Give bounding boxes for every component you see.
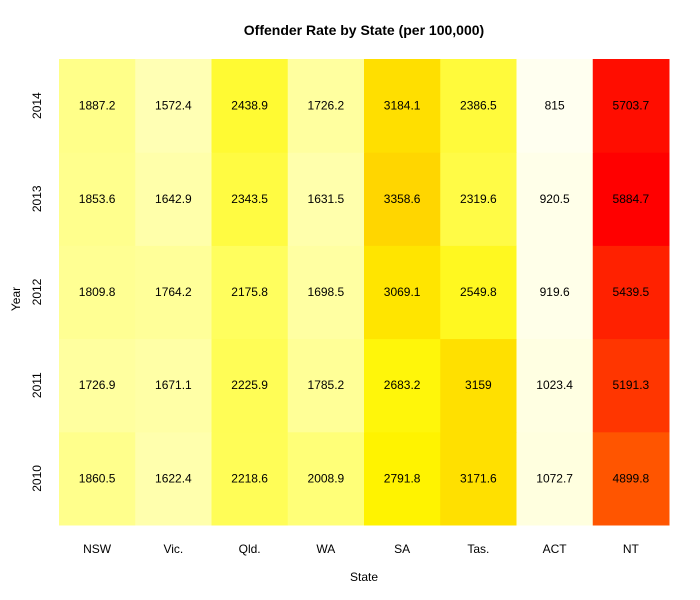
cell-value-label: 3069.1: [384, 285, 421, 299]
cell-value-label: 2175.8: [231, 285, 268, 299]
heatmap-cell: [364, 338, 441, 433]
cell-value-label: 1726.9: [79, 378, 116, 392]
cell-value-label: 5439.5: [613, 285, 650, 299]
heatmap-cell: [211, 152, 289, 246]
y-tick-label: 2012: [30, 278, 44, 305]
cell-value-label: 2791.8: [384, 471, 421, 485]
x-tick-label: SA: [394, 542, 410, 556]
heatmap-cell: [59, 431, 136, 526]
cell-value-label: 5703.7: [613, 99, 650, 113]
heatmap-cell: [287, 152, 365, 246]
heatmap-cell: [59, 338, 136, 433]
heatmap-cell: [59, 59, 136, 153]
heatmap-cell: [364, 152, 441, 246]
heatmap-cell: [211, 338, 289, 433]
heatmap-cell: [364, 245, 441, 340]
cell-value-label: 2549.8: [460, 285, 497, 299]
heatmap-cell: [211, 245, 289, 340]
heatmap-cell: [59, 152, 136, 246]
heatmap-cell: [516, 338, 594, 433]
heatmap-cell: [135, 431, 212, 526]
heatmap-cell: [592, 59, 670, 153]
cell-value-label: 5191.3: [613, 378, 650, 392]
cell-value-label: 5884.7: [613, 192, 650, 206]
heatmap-cell: [516, 431, 594, 526]
cell-value-label: 1887.2: [79, 99, 116, 113]
heatmap-cell: [440, 431, 517, 526]
heatmap-cell: [516, 59, 594, 153]
heatmap-cell: [287, 245, 365, 340]
heatmap-cell: [135, 152, 212, 246]
cell-value-label: 4899.8: [613, 471, 650, 485]
heatmap-cell: [135, 59, 212, 153]
cell-value-label: 3171.6: [460, 471, 497, 485]
x-tick-label: NSW: [83, 542, 112, 556]
cell-value-label: 3159: [465, 378, 492, 392]
heatmap-cell: [440, 59, 517, 153]
cell-value-label: 1631.5: [308, 192, 345, 206]
x-tick-label: Vic.: [163, 542, 183, 556]
cell-value-label: 2438.9: [231, 99, 268, 113]
heatmap-cell: [59, 245, 136, 340]
cell-value-label: 1072.7: [536, 471, 573, 485]
cell-value-label: 1853.6: [79, 192, 116, 206]
heatmap-cell: [287, 59, 365, 153]
y-tick-label: 2010: [30, 465, 44, 492]
cell-value-label: 2319.6: [460, 192, 497, 206]
heatmap-cell: [592, 245, 670, 340]
cell-value-label: 2386.5: [460, 99, 497, 113]
cell-value-label: 1726.2: [308, 99, 345, 113]
x-tick-label: Qld.: [239, 542, 261, 556]
heatmap-cell: [440, 245, 517, 340]
x-tick-label: WA: [316, 542, 335, 556]
heatmap-cell: [135, 245, 212, 340]
y-tick-label: 2013: [30, 185, 44, 212]
cell-value-label: 2008.9: [308, 471, 345, 485]
cell-value-label: 3358.6: [384, 192, 421, 206]
cell-value-label: 1809.8: [79, 285, 116, 299]
y-tick-label: 2011: [30, 372, 44, 398]
cell-value-label: 2218.6: [231, 471, 268, 485]
heatmap-cell: [211, 59, 289, 153]
cell-value-label: 2343.5: [231, 192, 268, 206]
heatmap-cell: [516, 152, 594, 246]
heatmap-cell: [287, 338, 365, 433]
y-tick-label: 2014: [30, 92, 44, 119]
cell-value-label: 920.5: [540, 192, 570, 206]
heatmap-cell: [287, 431, 365, 526]
cell-value-label: 1572.4: [155, 99, 192, 113]
cell-value-label: 1698.5: [308, 285, 345, 299]
heatmap-cell: [592, 431, 670, 526]
cell-value-label: 815: [545, 99, 565, 113]
heatmap-cell: [211, 431, 289, 526]
cell-value-label: 2225.9: [231, 378, 268, 392]
heatmap-cell: [440, 152, 517, 246]
cell-value-label: 1671.1: [155, 378, 192, 392]
heatmap-cell: [135, 338, 212, 433]
chart-title: Offender Rate by State (per 100,000): [243, 22, 485, 38]
heatmap-cell: [440, 338, 517, 433]
heatmap-cell: [592, 152, 670, 246]
x-tick-label: NT: [623, 542, 640, 556]
cell-value-label: 1023.4: [536, 378, 573, 392]
cell-value-label: 919.6: [540, 285, 570, 299]
cell-value-label: 3184.1: [384, 99, 421, 113]
cell-value-label: 1785.2: [308, 378, 345, 392]
x-tick-label: ACT: [543, 542, 568, 556]
x-tick-label: Tas.: [467, 542, 489, 556]
cell-value-label: 1764.2: [155, 285, 192, 299]
cell-value-label: 2683.2: [384, 378, 421, 392]
x-axis-label: State: [349, 570, 379, 584]
cell-value-label: 1860.5: [79, 471, 116, 485]
heatmap-cell: [364, 431, 441, 526]
cell-value-label: 1642.9: [155, 192, 192, 206]
heatmap-cell: [364, 59, 441, 153]
cell-value-label: 1622.4: [155, 471, 192, 485]
heatmap-cell: [592, 338, 670, 433]
heatmap-cell: [516, 245, 594, 340]
